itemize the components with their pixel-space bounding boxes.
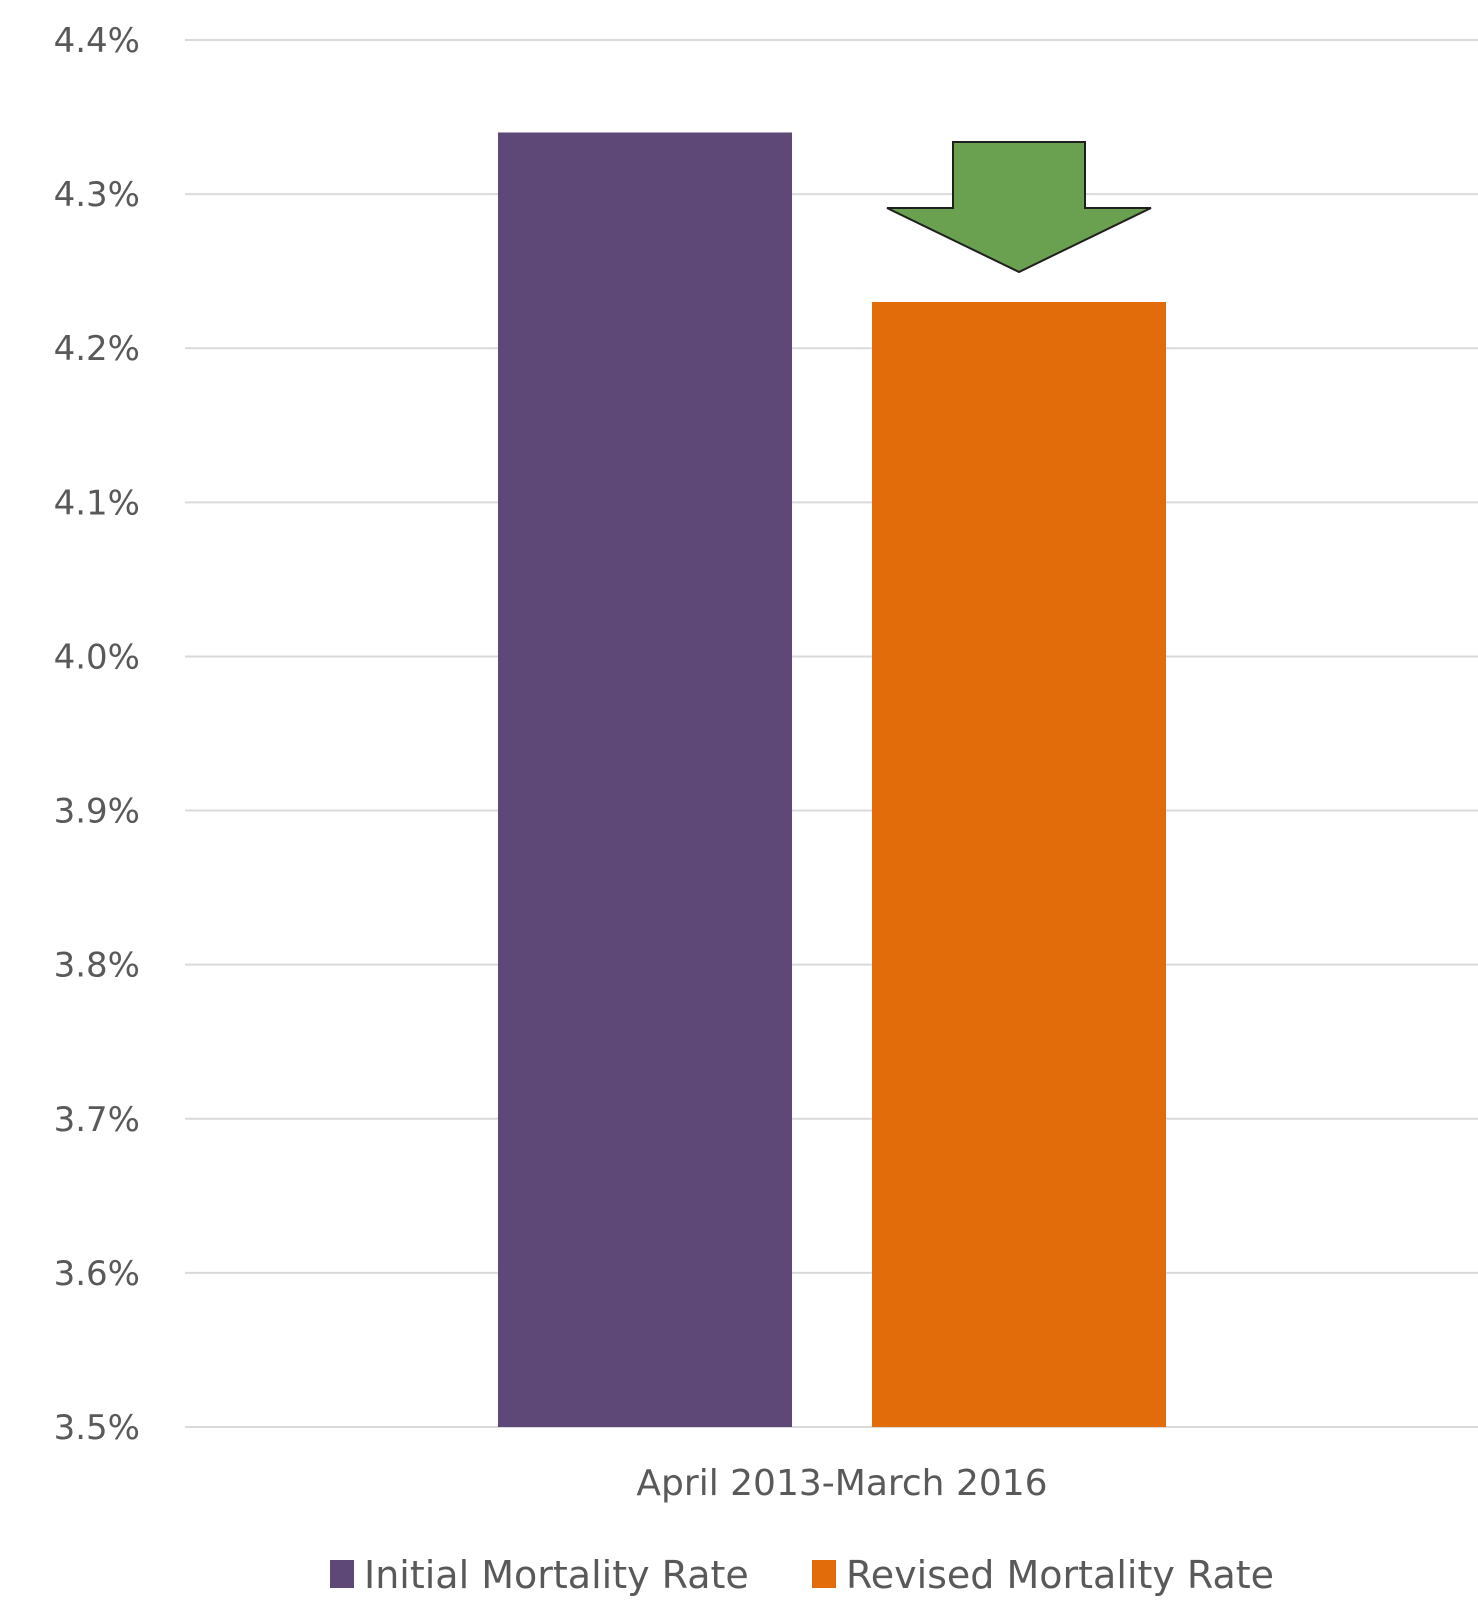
- y-tick-label: 4.2%: [54, 329, 140, 369]
- bar-revised-mortality-rate: [872, 301, 1166, 1427]
- x-axis-category-labels: April 2013-March 2016: [636, 1463, 1047, 1504]
- bar-initial-mortality-rate: [498, 132, 792, 1427]
- y-tick-label: 3.7%: [54, 1100, 140, 1140]
- legend-swatch: [812, 1560, 836, 1588]
- y-tick-label: 4.3%: [54, 175, 140, 215]
- y-tick-label: 4.4%: [54, 21, 140, 61]
- down-arrow-icon: [886, 140, 1152, 274]
- x-category-label: April 2013-March 2016: [636, 1463, 1047, 1504]
- y-tick-label: 4.0%: [54, 637, 140, 677]
- legend-swatch: [330, 1560, 354, 1588]
- y-axis-tick-labels: 3.5% 3.6% 3.7% 3.8% 3.9% 4.0% 4.1% 4.2% 4.3% 4.4%: [54, 21, 140, 1448]
- legend-label: Initial Mortality Rate: [364, 1553, 749, 1597]
- gridlines: [185, 39, 1478, 1428]
- legend-label: Revised Mortality Rate: [846, 1553, 1274, 1597]
- legend: Initial Mortality Rate Revised Mortality …: [330, 1553, 1274, 1597]
- y-tick-label: 3.9%: [54, 792, 140, 832]
- annotations: [886, 140, 1152, 274]
- legend-item: Initial Mortality Rate: [330, 1553, 749, 1597]
- bars: [498, 132, 1166, 1427]
- y-tick-label: 3.6%: [54, 1254, 140, 1294]
- y-tick-label: 4.1%: [54, 483, 140, 523]
- y-tick-label: 3.8%: [54, 946, 140, 986]
- legend-item: Revised Mortality Rate: [812, 1553, 1274, 1597]
- y-tick-label: 3.5%: [54, 1408, 140, 1448]
